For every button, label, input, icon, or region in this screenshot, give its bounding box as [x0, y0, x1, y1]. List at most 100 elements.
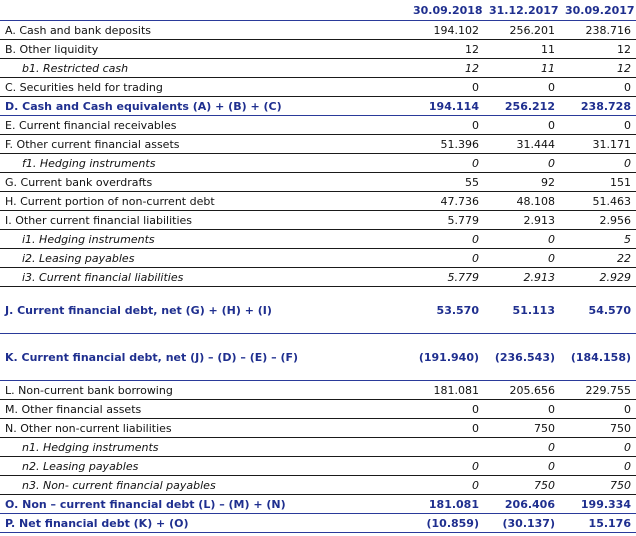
value-cell: 181.081	[408, 494, 484, 514]
value-cell: 53.570	[408, 286, 484, 334]
value-cell: 0	[560, 437, 636, 457]
value-cell: 0	[408, 248, 484, 268]
value-cell: 0	[484, 115, 560, 135]
value-cell: 54.570	[560, 286, 636, 334]
table-row: G. Current bank overdrafts 55 92 151	[0, 172, 636, 192]
value-cell: 0	[484, 437, 560, 457]
value-cell: 0	[408, 456, 484, 476]
table-row: i1. Hedging instruments 0 0 5	[0, 229, 636, 249]
value-cell: 0	[484, 456, 560, 476]
value-cell: 0	[408, 418, 484, 438]
value-cell: 12	[560, 39, 636, 59]
row-label: i1. Hedging instruments	[0, 229, 408, 249]
value-cell: 2.956	[560, 210, 636, 230]
value-cell: 15.176	[560, 513, 636, 533]
value-cell: 12	[408, 39, 484, 59]
table-row: n1. Hedging instruments 0 0	[0, 437, 636, 457]
value-cell: 199.334	[560, 494, 636, 514]
row-label: n2. Leasing payables	[0, 456, 408, 476]
table-row: O. Non – current financial debt (L) – (M…	[0, 494, 636, 514]
table-row: F. Other current financial assets 51.396 3…	[0, 134, 636, 154]
table-row: P. Net financial debt (K) + (O) (10.859)(…	[0, 513, 636, 533]
row-label: B. Other liquidity	[0, 39, 408, 59]
value-cell: 256.212	[484, 96, 560, 116]
value-cell: 0	[408, 115, 484, 135]
header-row: 30.09.2018 31.12.2017 30.09.2017	[0, 0, 636, 21]
value-cell	[408, 437, 484, 457]
value-cell: 0	[484, 77, 560, 97]
row-label: G. Current bank overdrafts	[0, 172, 408, 192]
row-label: i2. Leasing payables	[0, 248, 408, 268]
value-cell: 0	[560, 153, 636, 173]
value-cell: 47.736	[408, 191, 484, 211]
value-cell: 0	[408, 153, 484, 173]
value-cell: 92	[484, 172, 560, 192]
row-label: I. Other current financial liabilities	[0, 210, 408, 230]
value-cell: 750	[560, 418, 636, 438]
row-label: H. Current portion of non-current debt	[0, 191, 408, 211]
value-cell: 11	[484, 39, 560, 59]
value-cell: 0	[408, 229, 484, 249]
value-cell: 48.108	[484, 191, 560, 211]
row-label: n3. Non- current financial payables	[0, 475, 408, 495]
value-cell: 0	[560, 399, 636, 419]
value-cell: 51.396	[408, 134, 484, 154]
value-cell: 0	[408, 399, 484, 419]
value-cell: 5.779	[408, 267, 484, 287]
row-label: N. Other non-current liabilities	[0, 418, 408, 438]
value-cell: 0	[484, 399, 560, 419]
value-cell: 55	[408, 172, 484, 192]
value-cell: 0	[484, 248, 560, 268]
row-label: L. Non-current bank borrowing	[0, 380, 408, 400]
header-date-1: 30.09.2018	[408, 0, 484, 21]
table-row: b1. Restricted cash 12 11 12	[0, 58, 636, 78]
value-cell: 12	[560, 58, 636, 78]
header-label-cell	[0, 0, 408, 21]
value-cell: 5.779	[408, 210, 484, 230]
row-label: M. Other financial assets	[0, 399, 408, 419]
table-row: H. Current portion of non-current debt 47…	[0, 191, 636, 211]
table-row: I. Other current financial liabilities 5.…	[0, 210, 636, 230]
value-cell: 5	[560, 229, 636, 249]
value-cell: 51.463	[560, 191, 636, 211]
value-cell: 0	[408, 77, 484, 97]
table-row: n3. Non- current financial payables 0 750 7…	[0, 475, 636, 495]
table-row: C. Securities held for trading 0 0 0	[0, 77, 636, 97]
value-cell: 750	[560, 475, 636, 495]
value-cell: 2.929	[560, 267, 636, 287]
row-label: C. Securities held for trading	[0, 77, 408, 97]
value-cell: 256.201	[484, 20, 560, 40]
value-cell: 0	[560, 77, 636, 97]
value-cell: 12	[408, 58, 484, 78]
table-row: B. Other liquidity 12 11 12	[0, 39, 636, 59]
value-cell: 11	[484, 58, 560, 78]
value-cell: (191.940)	[408, 333, 484, 381]
value-cell: 238.728	[560, 96, 636, 116]
value-cell: 205.656	[484, 380, 560, 400]
table-row: N. Other non-current liabilities 0 750 750	[0, 418, 636, 438]
value-cell: 2.913	[484, 210, 560, 230]
row-label: A. Cash and bank deposits	[0, 20, 408, 40]
value-cell: 0	[560, 115, 636, 135]
row-label: J. Current financial debt, net (G) + (H)…	[0, 286, 408, 334]
value-cell: 51.113	[484, 286, 560, 334]
value-cell: 750	[484, 418, 560, 438]
value-cell: (236.543)	[484, 333, 560, 381]
table-row: E. Current financial receivables 0 0 0	[0, 115, 636, 135]
table-row: J. Current financial debt, net (G) + (H)…	[0, 286, 636, 334]
value-cell: (184.158)	[560, 333, 636, 381]
header-date-3: 30.09.2017	[560, 0, 636, 21]
row-label: P. Net financial debt (K) + (O)	[0, 513, 408, 533]
table-row: i2. Leasing payables 0 0 22	[0, 248, 636, 268]
row-label: D. Cash and Cash equivalents (A) + (B) +…	[0, 96, 408, 116]
value-cell: 151	[560, 172, 636, 192]
value-cell: 194.114	[408, 96, 484, 116]
value-cell: 206.406	[484, 494, 560, 514]
value-cell: 181.081	[408, 380, 484, 400]
value-cell: 238.716	[560, 20, 636, 40]
value-cell: 31.444	[484, 134, 560, 154]
value-cell: 31.171	[560, 134, 636, 154]
table-row: n2. Leasing payables 0 0 0	[0, 456, 636, 476]
value-cell: (10.859)	[408, 513, 484, 533]
